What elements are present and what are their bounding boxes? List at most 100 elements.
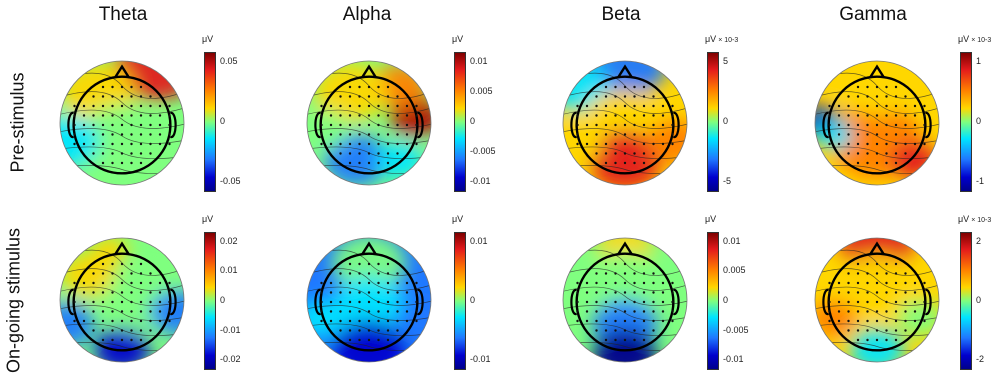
electrode-dot <box>92 123 95 127</box>
electrode-dot <box>576 300 579 304</box>
electrode-dot <box>158 281 162 285</box>
electrode-dot <box>386 114 390 117</box>
pre-gamma-unit-label: μV × 10-3 <box>958 34 991 44</box>
electrode-dot <box>111 281 114 285</box>
electrode-dot <box>396 95 399 98</box>
left-ear <box>67 288 74 316</box>
colorbar-tick-label: 0 <box>723 295 729 305</box>
contour-line <box>307 91 431 114</box>
electrode-dot <box>139 329 143 332</box>
electrode-dot <box>913 142 917 146</box>
electrode-dot <box>386 300 390 304</box>
scalp-outline <box>814 237 940 363</box>
column-title-alpha: Alpha <box>342 4 392 25</box>
on-alpha-topomap <box>306 237 432 363</box>
left-ear <box>67 111 74 139</box>
electrode-dot <box>623 114 627 117</box>
electrode-dot <box>339 281 342 285</box>
electrode-dot <box>661 291 665 294</box>
electrode-dot <box>367 133 371 136</box>
electrode-dot <box>923 291 926 294</box>
electrode-dot <box>633 338 636 342</box>
electrode-dot <box>866 104 869 108</box>
electrode-dot <box>875 310 879 313</box>
electrode-dot <box>875 142 879 146</box>
nose-marker <box>616 64 634 79</box>
electrode-dot <box>396 152 399 155</box>
electrode-dot <box>913 123 917 127</box>
electrode-dot <box>856 281 860 285</box>
electrode-dot <box>623 300 627 304</box>
electrode-dot <box>367 329 371 332</box>
electrode-dot <box>633 85 636 89</box>
electrode-dot <box>101 291 105 294</box>
electrode-dot <box>130 104 133 108</box>
electrode-dot <box>614 114 617 117</box>
electrode-dot <box>866 123 869 127</box>
electrode-dot <box>130 319 133 323</box>
right-ear <box>170 288 177 316</box>
electrode-dot <box>894 85 898 89</box>
electrode-dot <box>642 142 646 146</box>
electrode-dot <box>671 281 674 285</box>
electrode-dot <box>367 281 371 285</box>
electrode-dot <box>396 310 399 313</box>
electrode-dot <box>339 95 342 98</box>
electrode-dot <box>642 300 646 304</box>
electrode-dot <box>168 104 171 108</box>
electrode-dot <box>139 85 143 89</box>
electrode-dot <box>339 291 342 294</box>
electrode-dot <box>661 310 665 313</box>
electrode-dot <box>82 123 86 127</box>
electrode-dot <box>875 104 879 108</box>
electrode-dot <box>101 161 105 165</box>
electrode-dot <box>856 161 860 165</box>
electrode-dot <box>885 300 888 304</box>
electrode-dot <box>595 152 598 155</box>
electrode-dot <box>885 85 888 89</box>
electrode-dot <box>120 319 124 323</box>
electrode-dot <box>168 281 171 285</box>
electrode-dot <box>885 319 888 323</box>
electrode-dot <box>894 142 898 146</box>
electrode-dot <box>604 338 608 342</box>
electrode-dot <box>875 262 879 266</box>
unit-exponent: × 10-3 <box>971 37 992 44</box>
electrode-dot <box>82 142 86 146</box>
electrode-dot <box>367 319 371 323</box>
electrode-dot <box>415 142 418 146</box>
electrode-dot <box>614 338 617 342</box>
electrode-dot <box>82 319 86 323</box>
electrode-dot <box>652 300 655 304</box>
electrode-dot <box>396 114 399 117</box>
row-label-on-going-stimulus: On-going stimulus <box>3 227 24 374</box>
electrode-dot <box>73 291 76 294</box>
electrode-dot <box>415 104 418 108</box>
electrode-dot <box>101 152 105 155</box>
electrode-dot <box>82 104 86 108</box>
nose-marker <box>868 241 886 256</box>
electrode-dot <box>101 272 105 275</box>
electrode-dot <box>661 142 665 146</box>
electrode-dot <box>149 114 152 117</box>
electrode-dot <box>348 338 352 342</box>
electrode-dot <box>101 281 105 285</box>
electrode-dot <box>158 104 162 108</box>
on-gamma-topomap <box>814 237 940 363</box>
electrode-dot <box>856 104 860 108</box>
electrode-dot <box>923 142 926 146</box>
electrode-dot <box>913 281 917 285</box>
electrode-dot <box>671 123 674 127</box>
column-title-beta: Beta <box>601 4 641 25</box>
electrode-dot <box>652 133 655 136</box>
contour-line <box>307 268 431 291</box>
electrode-dot <box>837 281 841 285</box>
electrode-dot <box>101 95 105 98</box>
electrode-dot <box>73 133 76 136</box>
electrode-dot <box>585 114 589 117</box>
colorbar-tick-label: 0 <box>220 116 226 126</box>
contour-line <box>815 91 939 114</box>
electrode-dot <box>633 319 636 323</box>
electrode-dot <box>120 114 124 117</box>
electrode-dot <box>614 95 617 98</box>
